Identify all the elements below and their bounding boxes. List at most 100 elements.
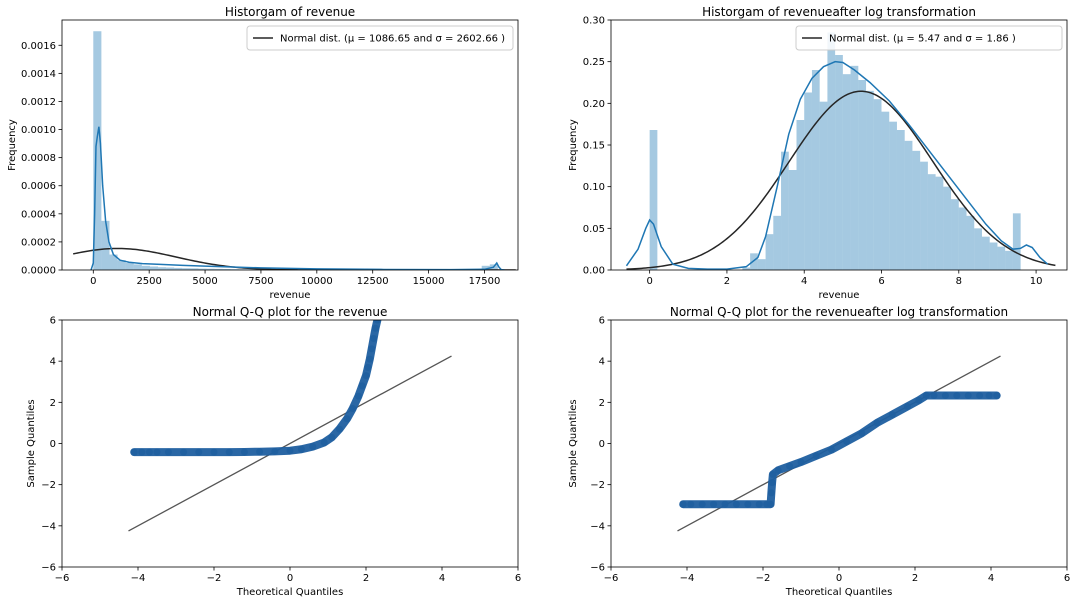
qq-point [153, 448, 161, 456]
y-tick-label: −6 [590, 563, 605, 574]
histogram-bar [117, 260, 126, 270]
plot-area [677, 355, 1001, 532]
qq-point [138, 448, 146, 456]
qq-point [786, 462, 794, 470]
x-axis-label: Theoretical Quantiles [785, 587, 893, 598]
y-tick-label: 4 [599, 357, 605, 368]
histogram-bar [1005, 250, 1013, 270]
qq-point [309, 443, 317, 451]
qq-point [858, 429, 866, 437]
histogram-bar [141, 265, 150, 270]
y-tick-label: 4 [50, 357, 56, 368]
x-tick-label: 12500 [357, 276, 389, 287]
qq-points-band [679, 391, 1001, 509]
x-tick-label: 5000 [192, 276, 217, 287]
qq-point [774, 466, 782, 474]
qq-point [297, 445, 305, 453]
y-tick-label: 0.0006 [21, 181, 56, 192]
histogram-bar [966, 215, 975, 270]
histogram-bar [230, 269, 239, 270]
histogram-bar [873, 99, 882, 270]
qq-point [721, 500, 729, 508]
x-tick-label: 4 [988, 573, 994, 584]
legend-label: Normal dist. (μ = 5.47 and σ = 1.86 ) [829, 34, 1016, 45]
qq-point [755, 500, 763, 508]
x-tick-label: 17500 [469, 276, 501, 287]
histogram-bar [649, 130, 658, 270]
y-tick-label: 0 [599, 439, 605, 450]
histogram-bar [927, 174, 936, 270]
histogram-bar [981, 236, 990, 270]
qq-point [366, 355, 374, 363]
x-tick-label: 4 [439, 573, 445, 584]
qq-point [903, 402, 911, 410]
plot-area [625, 32, 1056, 270]
qq-point [335, 425, 343, 433]
histogram-bar [974, 228, 982, 270]
histogram-bar [481, 265, 490, 270]
chart-title: Historgam of revenueafter log transforma… [702, 5, 976, 19]
histogram-bar [101, 220, 110, 270]
qq-point [976, 392, 984, 400]
legend: Normal dist. (μ = 1086.65 and σ = 2602.6… [246, 25, 514, 51]
qq-point [953, 392, 961, 400]
legend-box [795, 25, 1063, 51]
qq-point [164, 448, 172, 456]
kde-line [625, 60, 1049, 270]
histogram-bar [796, 120, 805, 270]
histogram-bar [781, 151, 789, 270]
x-tick-label: −4 [680, 573, 695, 584]
x-tick-label: 2500 [136, 276, 161, 287]
qq-points-band [130, 320, 382, 457]
reference-line [128, 355, 452, 532]
chart-title: Normal Q-Q plot for the revenueafter log… [670, 305, 1008, 319]
x-tick-label: −2 [207, 573, 222, 584]
qq-point [930, 392, 938, 400]
qq-point [362, 372, 370, 380]
histogram-bar [819, 101, 828, 270]
y-tick-label: 0.0000 [21, 266, 56, 277]
qq-point [687, 500, 695, 508]
histogram-bar [858, 80, 867, 270]
y-tick-label: −2 [41, 480, 56, 491]
histogram-bar [920, 161, 928, 270]
y-axis-label: Frequency [7, 119, 18, 171]
chart-3: −6 −4 −2 0 2 4 6 −6 −4 −2 0 2 4 6 Normal Q-Q plot for … [26, 305, 521, 598]
qq-point [985, 392, 993, 400]
qq-point [368, 345, 376, 353]
x-tick-label: 10000 [301, 276, 333, 287]
y-tick-label: −4 [590, 521, 605, 532]
qq-point [768, 479, 776, 487]
histogram-bar [850, 65, 859, 270]
histogram-bar [835, 55, 843, 270]
x-axis-label: revenue [270, 290, 311, 301]
x-axis-label: Theoretical Quantiles [236, 587, 344, 598]
y-tick-label: 2 [599, 398, 605, 409]
histogram-bar [811, 70, 820, 270]
y-tick-label: −4 [41, 521, 56, 532]
legend-box [246, 25, 514, 51]
chart-title: Normal Q-Q plot for the revenue [193, 305, 388, 319]
x-axis-label: revenue [819, 290, 860, 301]
qq-point [964, 392, 972, 400]
histogram-bar [222, 269, 231, 270]
histogram-bar [896, 130, 905, 270]
qq-point [812, 452, 820, 460]
histogram-bar [989, 242, 998, 270]
y-tick-label: 0.0014 [21, 69, 56, 80]
histogram-bar [912, 150, 921, 270]
x-tick-label: −4 [131, 573, 146, 584]
qq-point [373, 320, 381, 324]
y-tick-label: 0.0016 [21, 41, 56, 52]
x-tick-label: −6 [604, 573, 619, 584]
histogram-bar [93, 31, 102, 270]
qq-point [797, 458, 805, 466]
qq-point [827, 446, 835, 454]
qq-point [271, 447, 279, 455]
qq-point [343, 415, 351, 423]
histogram-bar [773, 215, 782, 270]
x-tick-label: −2 [756, 573, 771, 584]
kde-line [90, 126, 505, 270]
qq-point [328, 433, 336, 441]
